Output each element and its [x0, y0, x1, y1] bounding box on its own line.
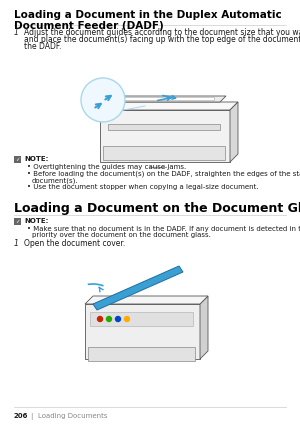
Text: Loading a Document on the Document Glass: Loading a Document on the Document Glass — [14, 202, 300, 215]
Text: 206: 206 — [14, 413, 28, 419]
Text: |: | — [30, 413, 32, 420]
FancyBboxPatch shape — [103, 146, 225, 160]
Polygon shape — [85, 296, 208, 304]
Text: NOTE:: NOTE: — [24, 218, 48, 224]
Text: NOTE:: NOTE: — [24, 156, 48, 162]
Circle shape — [116, 316, 121, 321]
Text: priority over the document on the document glass.: priority over the document on the docume… — [32, 232, 211, 238]
Circle shape — [124, 316, 130, 321]
Text: Adjust the document guides according to the document size that you want to load,: Adjust the document guides according to … — [24, 28, 300, 37]
FancyBboxPatch shape — [108, 124, 220, 130]
Polygon shape — [200, 296, 208, 359]
Text: ✓: ✓ — [15, 157, 20, 162]
Polygon shape — [230, 102, 238, 162]
FancyBboxPatch shape — [85, 304, 200, 359]
Polygon shape — [100, 102, 238, 110]
Circle shape — [81, 78, 125, 122]
Text: 1: 1 — [14, 28, 19, 37]
Text: Document Feeder (DADF): Document Feeder (DADF) — [14, 21, 164, 31]
FancyBboxPatch shape — [14, 156, 21, 163]
Circle shape — [106, 316, 112, 321]
Text: • Before loading the document(s) on the DADF, straighten the edges of the stack : • Before loading the document(s) on the … — [27, 170, 300, 177]
Text: the DADF.: the DADF. — [24, 42, 61, 51]
FancyBboxPatch shape — [90, 312, 193, 326]
Text: Loading Documents: Loading Documents — [38, 413, 107, 419]
FancyBboxPatch shape — [14, 218, 21, 225]
Polygon shape — [105, 96, 226, 102]
Text: and place the document(s) facing up with the top edge of the document(s) first i: and place the document(s) facing up with… — [24, 35, 300, 44]
Text: • Overtightening the guides may cause jams.: • Overtightening the guides may cause ja… — [27, 164, 186, 170]
Text: • Make sure that no document is in the DADF. If any document is detected in the : • Make sure that no document is in the D… — [27, 226, 300, 232]
Polygon shape — [93, 266, 183, 310]
Text: Loading a Document in the Duplex Automatic: Loading a Document in the Duplex Automat… — [14, 10, 282, 20]
Text: 1: 1 — [14, 239, 19, 248]
Text: document(s).: document(s). — [32, 177, 79, 184]
FancyBboxPatch shape — [100, 110, 230, 162]
Text: Open the document cover.: Open the document cover. — [24, 239, 125, 248]
FancyBboxPatch shape — [88, 347, 195, 361]
Circle shape — [98, 316, 103, 321]
Text: • Use the document stopper when copying a legal-size document.: • Use the document stopper when copying … — [27, 184, 259, 190]
FancyBboxPatch shape — [107, 97, 214, 100]
Text: ✓: ✓ — [15, 219, 20, 224]
